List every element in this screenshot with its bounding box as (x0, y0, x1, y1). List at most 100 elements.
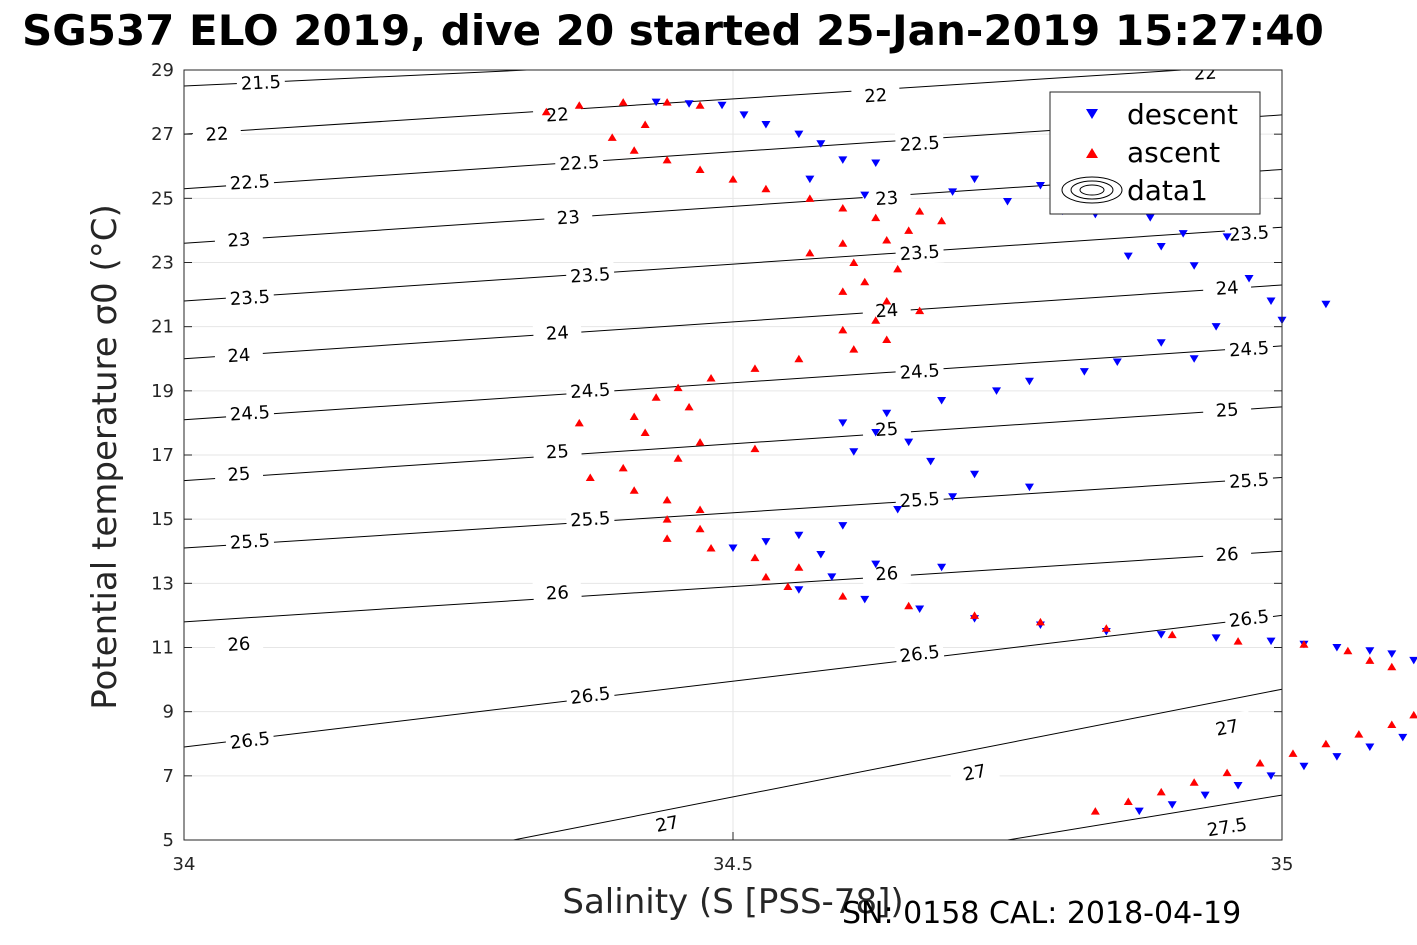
contour-line (184, 226, 1282, 302)
descent-point (1332, 753, 1342, 761)
contour-label-bg (224, 724, 276, 755)
ascent-point (794, 354, 804, 363)
contour-label-bg (1224, 219, 1274, 247)
contour-label: 25 (545, 441, 569, 463)
contour-label: 23.5 (899, 242, 940, 266)
ascent-point (805, 194, 815, 202)
contour-label: 26 (545, 582, 569, 604)
ascent-point (1299, 640, 1309, 648)
descent-point (1003, 198, 1012, 206)
ascent-point (585, 473, 595, 481)
descent-point (970, 175, 980, 184)
ascent-point (618, 463, 628, 472)
legend: descent ascent data1 (1049, 91, 1261, 215)
contour-line (184, 476, 1282, 549)
ascent-point (706, 374, 716, 382)
contour-label-group: 25 (214, 459, 264, 487)
contour-label-group: 24.5 (565, 376, 615, 404)
contour-label-bg (861, 414, 912, 442)
contour-label-group: 25.5 (894, 485, 945, 513)
contour-label-group: 26 (532, 578, 582, 606)
descent-point (1365, 647, 1375, 655)
density-contours: 21.5 22 22 22 22 22.5 22.5 22.5 23 23 23 23.5 23.5 23… (184, 70, 1282, 841)
descent-point (1178, 230, 1188, 238)
ascent-point (1101, 624, 1111, 632)
descent-point (1266, 772, 1276, 780)
descent-point (1024, 377, 1034, 386)
ascent-point (750, 553, 760, 562)
contour-label: 26 (1215, 544, 1239, 566)
ascent-point (761, 184, 771, 193)
y-tick-label: 5 (163, 830, 174, 851)
descent-point (1112, 358, 1122, 366)
descent-point (838, 156, 848, 164)
ascent-point (662, 155, 672, 164)
descent-point (761, 538, 771, 546)
ascent-point (783, 582, 793, 591)
descent-point (948, 188, 958, 196)
descent-point (904, 438, 914, 447)
descent-point (1024, 483, 1034, 492)
contour-label: 27.5 (1206, 814, 1249, 841)
contour-label: 27 (961, 761, 988, 786)
contour-label-bg (192, 119, 242, 147)
y-tick-label: 9 (163, 702, 174, 723)
contour-label-bg (214, 340, 264, 369)
contour-label-bg (894, 129, 945, 157)
descent-point (1156, 339, 1166, 347)
descent-point (838, 522, 848, 530)
contour-label: 23 (227, 229, 251, 251)
ascent-point (838, 325, 848, 334)
descent-point (1365, 743, 1375, 751)
contour-label-group: 22.5 (894, 129, 945, 157)
ascent-point (761, 572, 771, 581)
contour-label-group: 25 (861, 414, 912, 442)
contour-label: 25.5 (1228, 469, 1269, 493)
descent-point (1409, 656, 1417, 665)
y-tick-label: 21 (151, 317, 174, 338)
contour-label-bg (1201, 710, 1253, 744)
descent-point (651, 98, 661, 107)
contour-label-group: 27.5 (1201, 810, 1253, 841)
contour-label-group: 26.5 (564, 679, 616, 710)
contour-label: 22.5 (229, 171, 270, 195)
ascent-point (750, 364, 760, 372)
contour-label-bg (1223, 602, 1275, 633)
contour-label: 23 (875, 188, 899, 210)
contour-label: 26.5 (569, 683, 611, 709)
ascent-point (871, 316, 881, 324)
contour-label: 25 (227, 464, 251, 486)
contour-label-group: 27 (948, 755, 1001, 789)
descent-point (1079, 368, 1089, 376)
contour-label-bg (532, 100, 582, 128)
ascent-point (970, 611, 980, 619)
contour-label: 22 (205, 123, 229, 145)
ascent-point (915, 207, 925, 215)
contour-label-bg (894, 238, 945, 266)
ascent-point (684, 402, 694, 411)
ascent-point (673, 383, 683, 392)
descent-point (1189, 355, 1199, 363)
contour-label-group: 24.5 (225, 398, 275, 426)
descent-point (1233, 781, 1243, 790)
contour-label: 24 (227, 345, 251, 367)
contour-label: 24.5 (899, 360, 940, 384)
descent-point (1321, 300, 1331, 309)
descent-point (838, 419, 848, 427)
contour-label-bg (1202, 539, 1252, 567)
y-tick-label: 11 (151, 638, 174, 659)
contour-label: 26 (875, 563, 899, 585)
contour-label: 22.5 (559, 152, 600, 176)
ascent-point (706, 544, 716, 552)
ascent-point (695, 165, 705, 173)
contour-label-bg (894, 357, 945, 385)
contour-line (184, 614, 1282, 748)
descent-point (893, 506, 903, 514)
contour-label-bg (565, 260, 615, 288)
legend-ascent-marker (1086, 148, 1098, 158)
contour-label-bg (554, 148, 604, 176)
contour-label-group: 23 (543, 203, 593, 231)
contour-label-group: 26 (1202, 539, 1252, 567)
ascent-point (1343, 646, 1353, 655)
ascent-point (805, 248, 815, 257)
